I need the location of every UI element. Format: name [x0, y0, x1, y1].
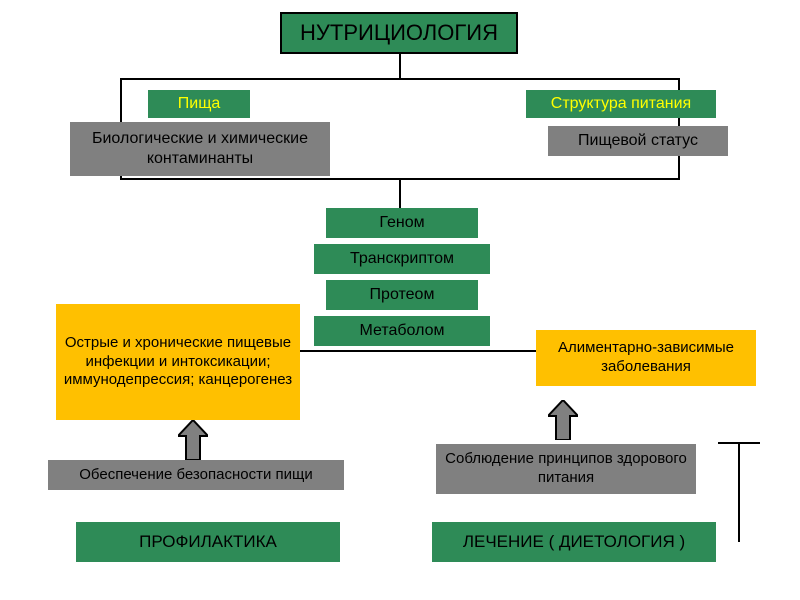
- line-title-down: [399, 54, 401, 80]
- contaminants-box: Биологические и химические контаминанты: [70, 122, 330, 176]
- treatment-box: ЛЕЧЕНИЕ ( ДИЕТОЛОГИЯ ): [432, 522, 716, 562]
- arrow-up-left: [178, 420, 208, 460]
- line-right-bottom-vert: [738, 442, 740, 542]
- arrow-up-right: [548, 400, 578, 440]
- alimentary-box: Алиментарно-зависимые заболевания: [536, 330, 756, 386]
- safety-box: Обеспечение безопасности пищи: [48, 460, 344, 490]
- food-box: Пища: [148, 90, 250, 118]
- genome-box: Геном: [326, 208, 478, 238]
- title-box: НУТРИЦИОЛОГИЯ: [280, 12, 518, 54]
- principles-box: Соблюдение принципов здорового питания: [436, 444, 696, 494]
- proteome-box: Протеом: [326, 280, 478, 310]
- line-right-bottom-horiz: [718, 442, 760, 444]
- line-top-horiz: [120, 78, 680, 80]
- structure-box: Структура питания: [526, 90, 716, 118]
- status-box: Пищевой статус: [548, 126, 728, 156]
- line-to-genome: [399, 180, 401, 208]
- prophylaxis-box: ПРОФИЛАКТИКА: [76, 522, 340, 562]
- metabolome-box: Метаболом: [314, 316, 490, 346]
- transcriptome-box: Транскриптом: [314, 244, 490, 274]
- infections-box: Острые и хронические пищевые инфекции и …: [56, 304, 300, 420]
